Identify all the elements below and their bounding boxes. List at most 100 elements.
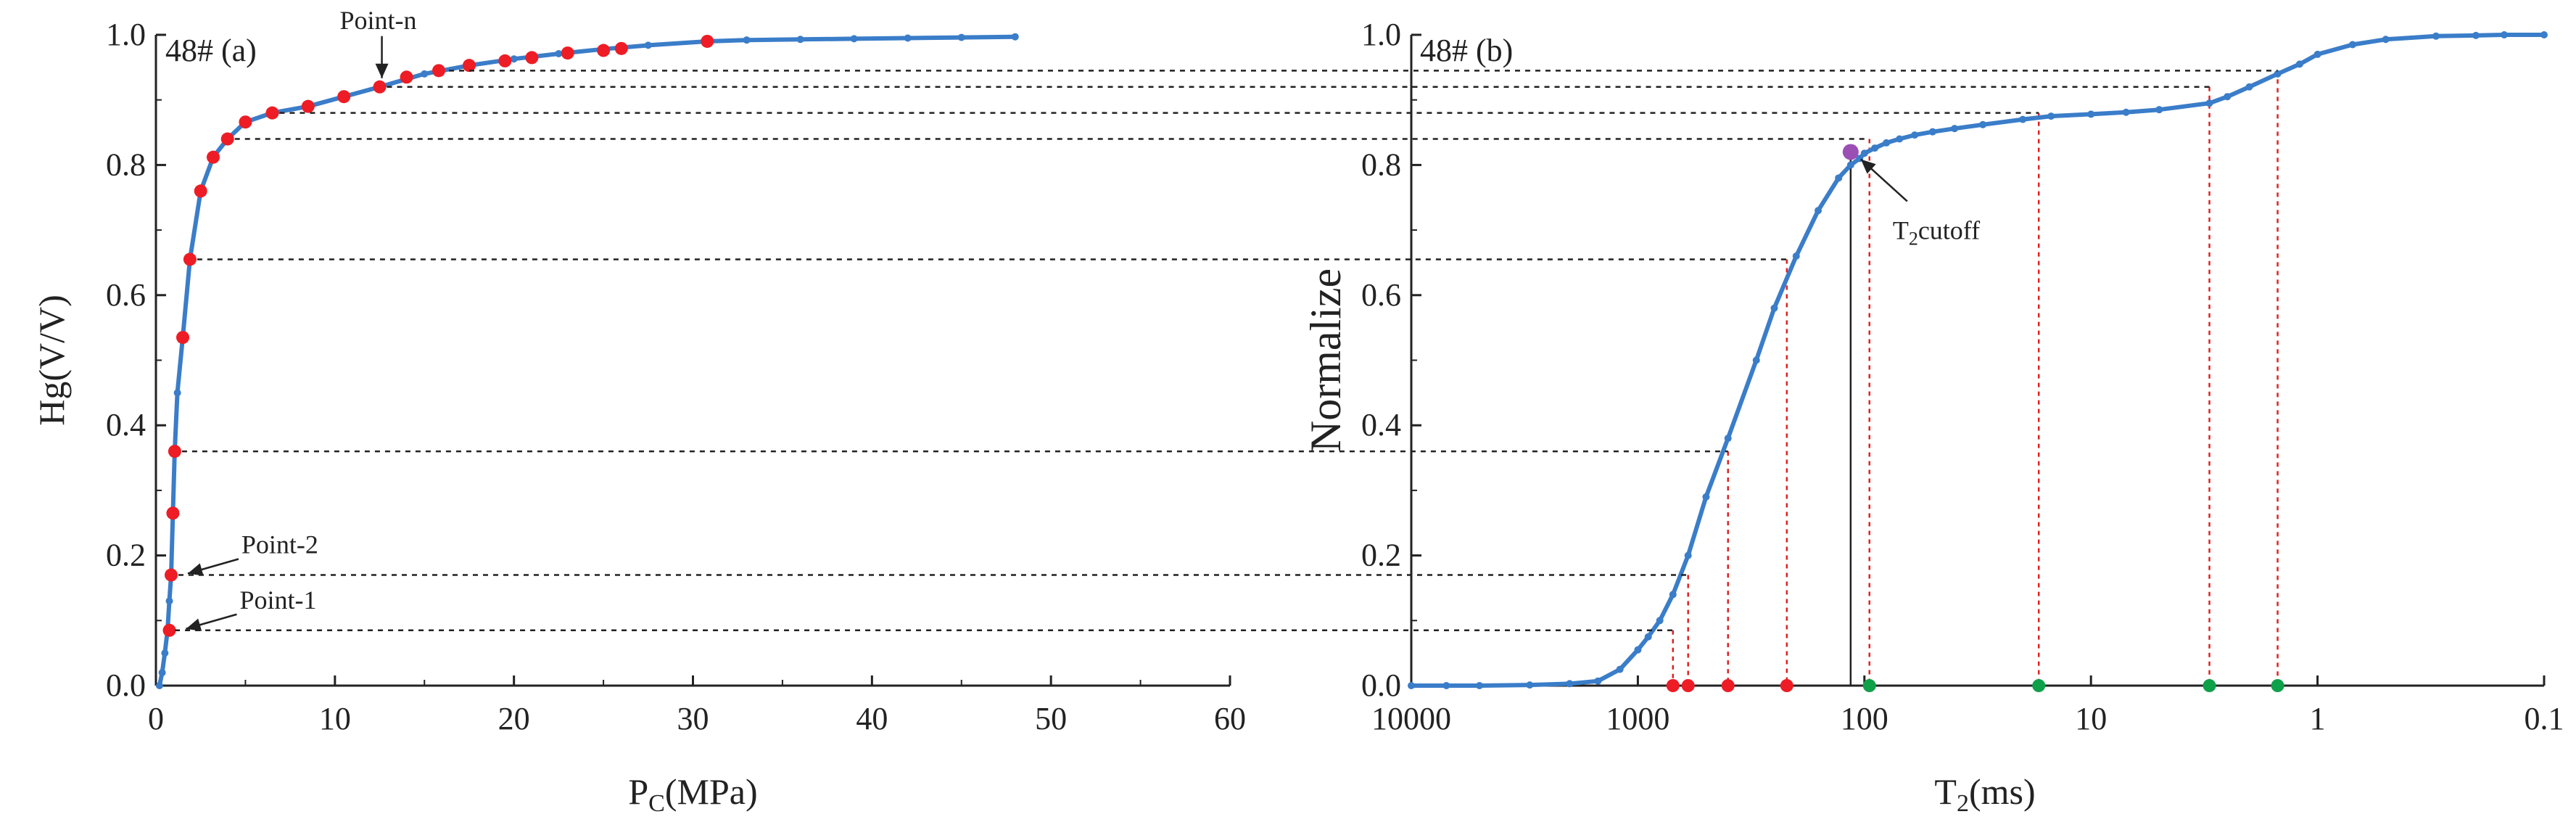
nmr-curve-b	[1411, 33, 2544, 688]
curve-point-b	[2540, 31, 2548, 38]
curve-point-b	[2224, 93, 2232, 101]
curve-point-a	[850, 35, 858, 43]
y-axis-label-b: Normalize	[1302, 268, 1350, 452]
y-tick-label-a: 0.6	[106, 277, 146, 313]
y-tick-label-b: 0.2	[1361, 538, 1401, 573]
curve-point-a	[155, 682, 163, 689]
x-tick-label-a: 10	[319, 701, 351, 736]
curve-point-b	[1644, 633, 1652, 641]
t2-cutoff-rest: cutoff	[1918, 215, 1980, 245]
curve-point-b	[1724, 435, 1732, 443]
curve-point-a	[173, 389, 181, 397]
x-axis-label-b: T2(ms)	[1934, 771, 2035, 817]
x-tick-label-a: 40	[856, 701, 888, 736]
chart-a: 0.0 0.2 0.4 0.6 0.8 1.0 0 10 20 30 40 50 60 PC(MPa) Hg…	[31, 6, 1246, 817]
red-marker-a	[373, 80, 387, 94]
t2-cutoff-main: T	[1893, 215, 1909, 245]
curve-point-b	[1979, 120, 1987, 128]
curve-point-b	[2472, 31, 2480, 39]
curve-point-b	[1835, 174, 1843, 182]
curve-point-b	[1770, 304, 1778, 312]
green-axis-marker-b	[2203, 679, 2216, 692]
curve-point-b	[1594, 677, 1602, 685]
red-marker-a	[498, 54, 512, 67]
y-tick-label-a: 1.0	[106, 17, 146, 52]
y-tick-label-b: 0.4	[1361, 407, 1401, 443]
y-tick-label-a: 0.8	[106, 147, 146, 182]
curve-point-a	[555, 50, 563, 58]
curve-point-b	[2047, 112, 2055, 120]
red-marker-a	[206, 150, 220, 164]
panel-label-a: 48# (a)	[165, 33, 257, 68]
arrow-t2-cutoff-head	[1860, 159, 1876, 174]
panel-label-b: 48# (b)	[1420, 33, 1513, 68]
annotation-point-1: Point-1	[239, 585, 316, 615]
curve-point-b	[2087, 110, 2095, 118]
curve-point-b	[1442, 682, 1450, 689]
red-marker-a	[220, 132, 234, 146]
curve-point-a	[158, 669, 166, 677]
curve-point-b	[1526, 681, 1534, 689]
red-axis-marker-b	[1721, 679, 1735, 692]
x-tick-label-a: 0	[148, 701, 164, 736]
curve-point-b	[1684, 551, 1692, 559]
red-marker-a	[301, 99, 315, 113]
curve-point-a	[644, 41, 652, 49]
annotation-t2-cutoff: T2cutoff	[1893, 215, 1980, 249]
red-marker-a	[194, 184, 207, 198]
annotation-point-2: Point-2	[242, 530, 318, 559]
x-tick-label-b: 10000	[1371, 701, 1451, 736]
curve-point-a	[957, 33, 965, 41]
red-marker-a	[400, 70, 413, 84]
y-tick-label-a: 0.4	[106, 407, 146, 443]
red-axis-marker-b	[1666, 679, 1680, 692]
curve-point-a	[421, 70, 429, 78]
curve-point-b	[1911, 131, 1919, 139]
red-axis-marker-b	[1780, 679, 1793, 692]
curve-point-b	[1634, 646, 1642, 654]
t2-cutoff-sub: 2	[1909, 228, 1918, 249]
curve-point-b	[1669, 591, 1677, 599]
curve-point-b	[2155, 106, 2163, 114]
curve-point-b	[1846, 161, 1854, 169]
x-tick-label-a: 60	[1214, 701, 1246, 736]
red-marker-a	[183, 252, 197, 266]
arrow-point-2-head	[187, 563, 204, 576]
y-tick-label-b: 0.8	[1361, 147, 1401, 182]
curve-point-b	[1656, 617, 1664, 625]
x-tick-label-b: 1000	[1606, 701, 1669, 736]
green-axis-marker-b	[1862, 679, 1876, 692]
curve-point-b	[1871, 144, 1879, 152]
curve-point-b	[2432, 32, 2440, 40]
y-tick-label-b: 0.0	[1361, 667, 1401, 703]
x-label-unit-b: (ms)	[1969, 771, 2036, 812]
curve-point-b	[2500, 31, 2508, 38]
arrow-point-1-head	[186, 618, 202, 631]
red-marker-a	[561, 46, 574, 60]
curve-point-a	[165, 597, 173, 605]
red-marker-a	[525, 51, 539, 65]
y-tick-label-b: 1.0	[1361, 17, 1401, 52]
x-tick-label-a: 30	[677, 701, 709, 736]
curve-point-b	[2019, 115, 2027, 123]
green-axis-marker-b	[2271, 679, 2284, 692]
curve-point-b	[1616, 665, 1624, 673]
x-tick-label-b: 1	[2310, 701, 2326, 736]
curve-point-b	[2122, 108, 2130, 116]
curve-point-b	[1896, 135, 1904, 143]
curve-point-a	[161, 649, 169, 657]
green-axis-marker-b	[2032, 679, 2046, 692]
curve-point-b	[1951, 125, 1959, 133]
x-label-sub-b: 2	[1957, 790, 1969, 817]
x-tick-label-b: 0.1	[2525, 701, 2564, 736]
y-tick-label-a: 0.2	[106, 538, 146, 573]
curve-point-b	[1860, 149, 1868, 157]
red-marker-a	[614, 41, 628, 55]
x-label-main-a: P	[628, 771, 648, 812]
red-marker-a	[164, 568, 178, 582]
red-marker-a	[265, 106, 279, 120]
curve-point-a	[796, 36, 804, 44]
x-tick-label-b: 100	[1841, 701, 1888, 736]
